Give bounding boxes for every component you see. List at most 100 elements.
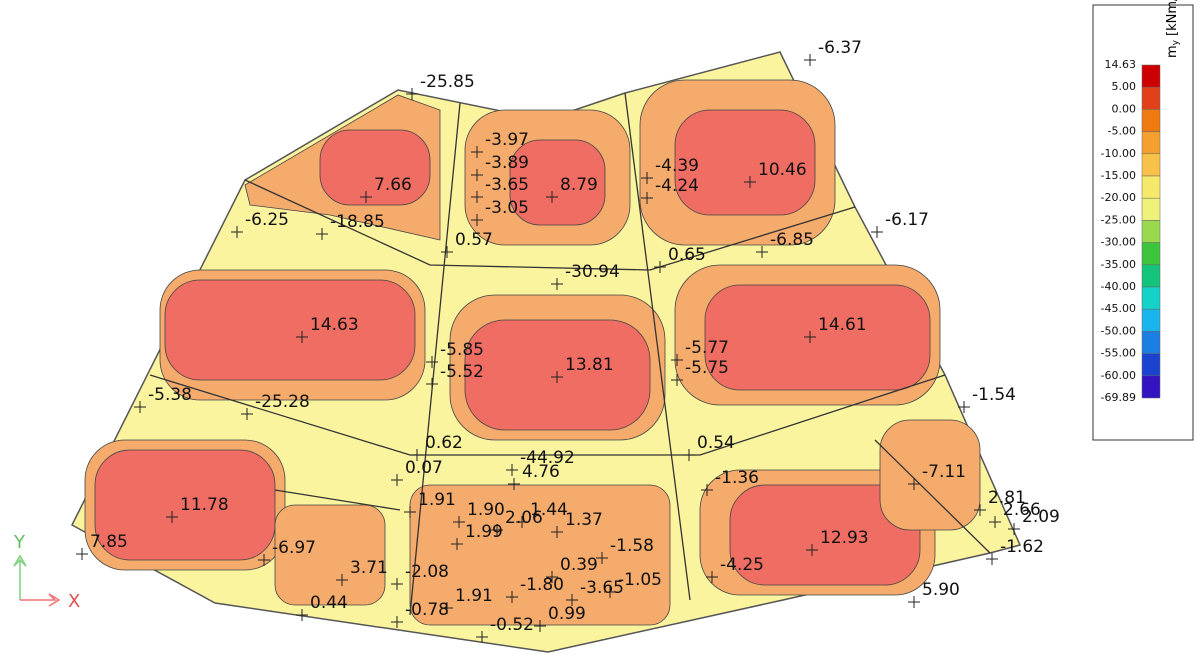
legend-swatch	[1141, 86, 1161, 110]
value-label: 7.66	[374, 175, 412, 195]
value-label: 2.09	[1022, 507, 1060, 527]
legend-swatch	[1141, 175, 1161, 199]
value-label: -6.85	[770, 230, 814, 250]
value-label: 0.54	[697, 433, 735, 453]
value-label: -0.52	[490, 615, 534, 635]
axis-label: Y	[13, 532, 26, 553]
legend-label: 5.00	[1112, 80, 1137, 93]
legend-swatch	[1141, 264, 1161, 288]
value-label: 0.44	[310, 593, 348, 613]
legend-label: -20.00	[1101, 191, 1136, 204]
value-label: -7.11	[922, 462, 966, 482]
legend-swatch	[1141, 220, 1161, 243]
value-label: 1.44	[530, 500, 568, 520]
value-label: 5.90	[922, 580, 960, 600]
value-label: 7.85	[90, 532, 128, 552]
value-label: -1.54	[972, 385, 1016, 405]
legend-label: -50.00	[1101, 324, 1136, 337]
value-label: -6.37	[818, 38, 862, 58]
value-label: -3.65	[485, 175, 529, 195]
value-label: 11.78	[180, 495, 229, 515]
value-label: 12.93	[820, 528, 869, 548]
legend-swatch	[1141, 197, 1161, 221]
value-label: -3.97	[485, 130, 529, 150]
value-label: -4.25	[720, 555, 764, 575]
legend-label: -45.00	[1101, 302, 1136, 315]
value-label: -4.24	[655, 176, 699, 196]
members	[149, 92, 991, 616]
value-label: -2.08	[405, 562, 449, 582]
value-label: 0.99	[548, 604, 586, 624]
legend-subscript: y	[1171, 39, 1181, 45]
value-label: -18.85	[330, 212, 385, 232]
value-label: -6.97	[272, 538, 316, 558]
zones	[84, 79, 981, 626]
legend-swatch	[1141, 331, 1161, 354]
legend-title: my [kNm/m]	[1165, 0, 1181, 58]
value-label: -44.92	[520, 448, 575, 468]
legend-label: -15.00	[1101, 169, 1136, 182]
legend-label: 14.63	[1105, 58, 1137, 71]
value-label: -1.58	[610, 536, 654, 556]
value-label: -6.17	[885, 210, 929, 230]
value-label: -0.78	[405, 600, 449, 620]
value-label: -3.05	[485, 198, 529, 218]
value-label: 0.39	[560, 555, 598, 575]
value-label: 1.91	[418, 490, 456, 510]
axis-label: X	[68, 591, 80, 612]
value-label: -3.89	[485, 153, 529, 173]
value-label: -5.38	[148, 385, 192, 405]
legend-swatch	[1141, 242, 1161, 266]
legend-label: -10.00	[1101, 147, 1136, 160]
legend-label: -60.00	[1101, 369, 1136, 382]
value-label: 1.37	[565, 510, 603, 530]
value-label: -1.05	[618, 570, 662, 590]
legend-swatch	[1141, 375, 1161, 399]
value-label: -6.25	[245, 210, 289, 230]
value-label: -5.77	[685, 338, 729, 358]
value-label: 0.57	[455, 230, 493, 250]
value-label: 1.99	[465, 522, 503, 542]
value-label: -1.36	[715, 468, 759, 488]
value-label: 3.71	[350, 558, 388, 578]
value-label: -4.39	[655, 156, 699, 176]
value-label: 2.06	[505, 508, 543, 528]
value-label: 10.46	[758, 160, 807, 180]
legend-swatch	[1141, 64, 1161, 88]
value-label: -5.75	[685, 358, 729, 378]
legend-swatch	[1141, 353, 1161, 377]
axis-icon	[13, 554, 61, 607]
value-label: 13.81	[565, 355, 614, 375]
value-label: -25.85	[420, 72, 475, 92]
legend-label: -25.00	[1101, 213, 1136, 226]
legend-swatch	[1141, 286, 1161, 310]
value-label: -30.94	[565, 262, 620, 282]
value-label: -5.52	[440, 362, 484, 382]
value-label: -25.28	[255, 392, 310, 412]
legend-symbol: m	[1165, 45, 1180, 58]
legend-label: -5.00	[1108, 125, 1136, 138]
value-label: 2.66	[1003, 500, 1041, 520]
legend-swatch	[1141, 308, 1161, 332]
legend-label: -30.00	[1101, 236, 1136, 249]
value-label: -1.62	[1000, 537, 1044, 557]
value-label: 0.65	[668, 245, 706, 265]
value-label: 0.07	[405, 458, 443, 478]
value-label: 14.63	[310, 315, 359, 335]
legend-unit: [kNm/m]	[1165, 0, 1180, 36]
legend-label: -69.89	[1101, 391, 1136, 404]
legend-swatch	[1141, 109, 1161, 132]
legend-swatch	[1141, 131, 1161, 155]
value-label: 14.61	[818, 315, 867, 335]
legend-label: -40.00	[1101, 280, 1136, 293]
value-label: 2.81	[988, 488, 1026, 508]
value-label: -3.65	[580, 578, 624, 598]
value-label: -5.85	[440, 340, 484, 360]
value-label: 8.79	[560, 175, 598, 195]
legend-label: -35.00	[1101, 258, 1136, 271]
value-label: -1.80	[520, 575, 564, 595]
legend-label: -55.00	[1101, 347, 1136, 360]
value-label: 0.62	[425, 433, 463, 453]
